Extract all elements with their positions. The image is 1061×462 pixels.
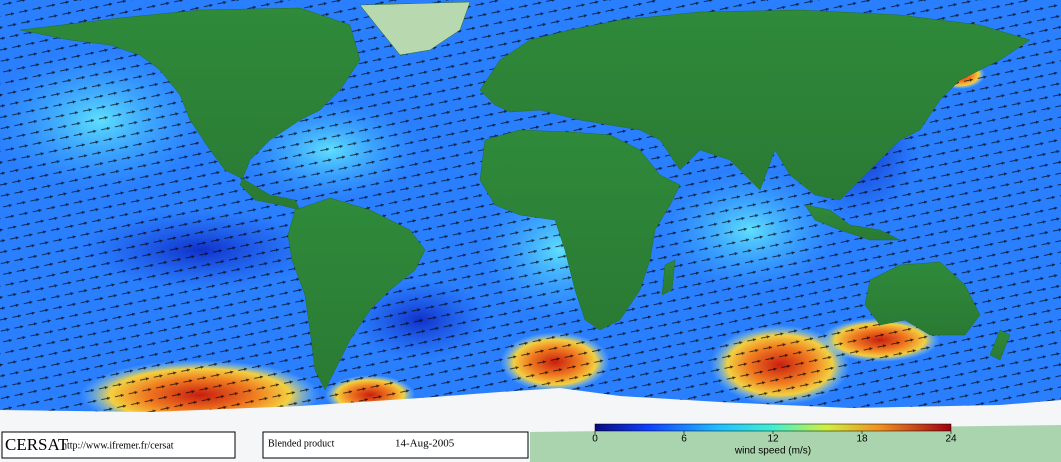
land — [19, 1, 1031, 391]
colorbar-tick-label: 12 — [767, 434, 779, 445]
colorbar-tick-label: 0 — [592, 434, 598, 445]
colorbar-ramp — [594, 423, 952, 432]
product-box — [262, 431, 529, 459]
product: Blended product — [268, 438, 335, 449]
url: http://www.ifremer.fr/cersat — [62, 440, 174, 451]
logo: CERSAT — [5, 435, 69, 454]
colorbar-label: wind speed (m/s) — [734, 446, 811, 457]
colorbar-tick-label: 6 — [681, 434, 687, 445]
date: 14-Aug-2005 — [395, 438, 455, 450]
logo-box — [1, 431, 236, 459]
colorbar-tick-label: 18 — [856, 434, 868, 445]
colorbar-tick-label: 24 — [945, 434, 957, 445]
